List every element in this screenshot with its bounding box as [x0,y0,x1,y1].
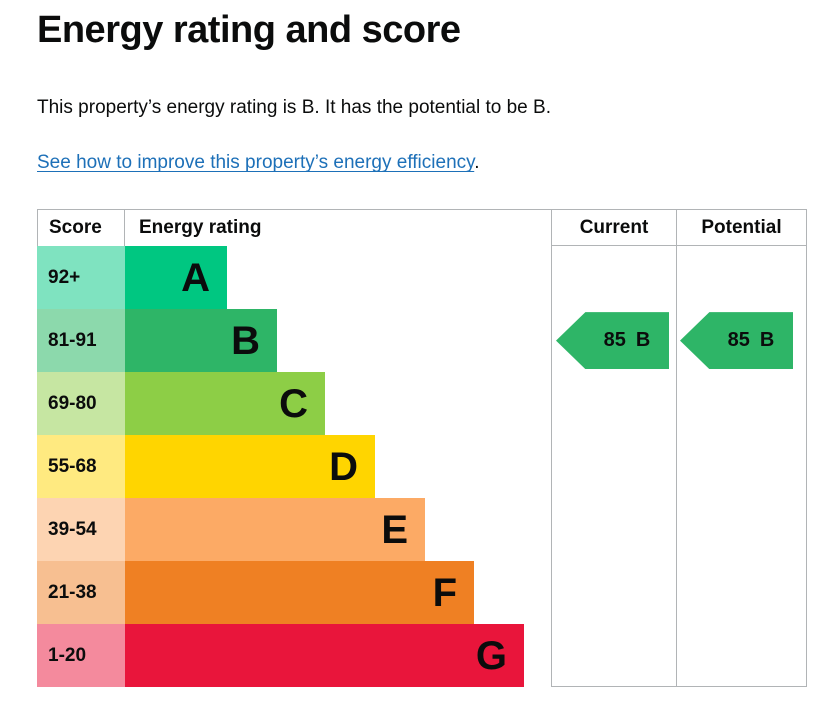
rating-letter: B [231,318,260,363]
rating-letter: C [279,381,308,426]
header-energy-rating: Energy rating [139,217,262,239]
epc-band-row: 92+ A [37,246,807,310]
epc-chart-body: 92+ A 81-91 B 69-80 C 55-68 D 39-54 E 21… [37,246,807,688]
improve-efficiency-link[interactable]: See how to improve this property’s energ… [37,152,475,174]
page-title: Energy rating and score [37,9,461,51]
potential-score: 85 [727,329,750,352]
current-column: 85 B [551,246,677,688]
epc-band-row: 55-68 D [37,435,807,499]
current-band: B [635,329,651,352]
rating-letter: F [432,570,457,615]
current-score: 85 [603,329,626,352]
rating-bar: B [125,309,277,373]
score-range-cell: 21-38 [37,561,125,625]
epc-chart-header: Score Energy rating Current Potential [37,210,807,247]
rating-bar: E [125,498,425,562]
rating-bar: D [125,435,375,499]
header-score: Score [37,210,125,247]
score-range-cell: 81-91 [37,309,125,373]
score-range-cell: 69-80 [37,372,125,436]
rating-bar: G [125,624,524,688]
improve-link-line: See how to improve this property’s energ… [37,151,809,176]
score-range-cell: 55-68 [37,435,125,499]
header-potential: Potential [677,210,807,247]
epc-rows: 92+ A 81-91 B 69-80 C 55-68 D 39-54 E 21… [37,246,807,688]
current-rating-arrow: 85 B [556,312,669,370]
epc-band-row: 21-38 F [37,561,807,625]
epc-band-row: 81-91 B [37,309,807,373]
rating-bar: A [125,246,227,310]
epc-page: Energy rating and score This property’s … [37,9,809,688]
epc-band-row: 69-80 C [37,372,807,436]
score-range-cell: 92+ [37,246,125,310]
potential-band: B [759,329,775,352]
header-current: Current [551,210,677,247]
score-range-cell: 1-20 [37,624,125,688]
rating-bar: C [125,372,325,436]
epc-band-row: 1-20 G [37,624,807,688]
rating-letter: D [329,444,358,489]
link-period: . [474,152,480,174]
potential-column: 85 B [677,246,807,688]
rating-bar: F [125,561,474,625]
epc-band-row: 39-54 E [37,498,807,562]
rating-letter: A [181,255,210,300]
rating-letter: G [475,633,507,678]
rating-letter: E [381,507,408,552]
potential-rating-arrow: 85 B [680,312,793,370]
epc-chart: Score Energy rating Current Potential 92… [37,209,807,688]
score-range-cell: 39-54 [37,498,125,562]
rating-summary-text: This property’s energy rating is B. It h… [37,96,551,118]
